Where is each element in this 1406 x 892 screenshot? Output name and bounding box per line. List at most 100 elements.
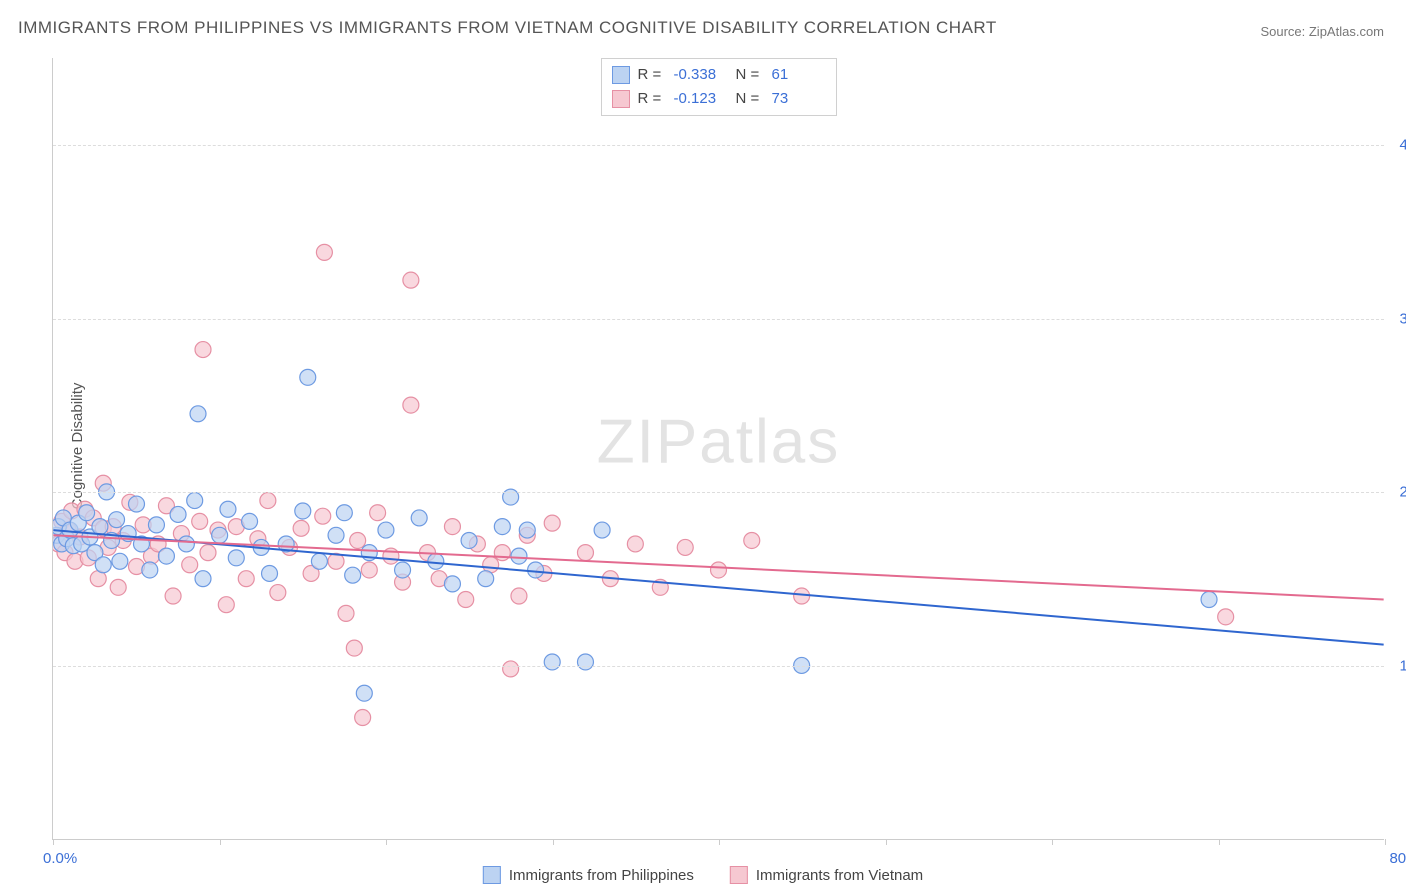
data-point	[158, 548, 174, 564]
x-tick-mark	[1052, 839, 1053, 845]
data-point	[109, 512, 125, 528]
data-point	[238, 571, 254, 587]
data-point	[293, 520, 309, 536]
data-point	[218, 597, 234, 613]
x-tick-mark	[1219, 839, 1220, 845]
series-legend-item: Immigrants from Vietnam	[730, 866, 923, 884]
data-point	[1218, 609, 1234, 625]
data-point	[345, 567, 361, 583]
data-point	[110, 579, 126, 595]
data-point	[195, 342, 211, 358]
data-point	[378, 522, 394, 538]
data-point	[627, 536, 643, 552]
data-point	[370, 505, 386, 521]
x-tick-mark	[386, 839, 387, 845]
data-point	[220, 501, 236, 517]
data-point	[544, 654, 560, 670]
data-point	[148, 517, 164, 533]
legend-swatch	[612, 90, 630, 108]
scatter-plot-svg	[53, 58, 1384, 839]
series-legend: Immigrants from Philippines Immigrants fr…	[483, 866, 923, 884]
data-point	[260, 493, 276, 509]
chart-plot-area: ZIPatlas R =-0.338N =61R =-0.123N =73 0.…	[52, 58, 1384, 840]
legend-n-label: N =	[736, 63, 764, 87]
data-point	[594, 522, 610, 538]
data-point	[311, 553, 327, 569]
x-axis-min-label: 0.0%	[43, 850, 77, 867]
correlation-legend: R = -0.338 N = 61R =-0.123N =73	[601, 58, 837, 116]
data-point	[270, 585, 286, 601]
data-point	[677, 539, 693, 555]
data-point	[212, 527, 228, 543]
y-tick-label: 20.0%	[1399, 484, 1406, 501]
data-point	[178, 536, 194, 552]
data-point	[242, 513, 258, 529]
data-point	[95, 557, 111, 573]
data-point	[195, 571, 211, 587]
data-point	[129, 496, 145, 512]
legend-n-value: 61	[772, 63, 826, 87]
legend-n-label: N =	[736, 87, 764, 111]
data-point	[228, 550, 244, 566]
data-point	[528, 562, 544, 578]
data-point	[577, 545, 593, 561]
data-point	[519, 522, 535, 538]
source-label: Source: ZipAtlas.com	[1260, 24, 1384, 39]
x-axis-max-label: 80.0%	[1389, 850, 1406, 867]
gridline	[53, 492, 1384, 493]
series-legend-label: Immigrants from Philippines	[509, 867, 694, 884]
data-point	[544, 515, 560, 531]
series-legend-item: Immigrants from Philippines	[483, 866, 694, 884]
data-point	[336, 505, 352, 521]
data-point	[79, 505, 95, 521]
legend-swatch	[483, 866, 501, 884]
gridline	[53, 319, 1384, 320]
data-point	[403, 272, 419, 288]
data-point	[444, 576, 460, 592]
data-point	[395, 562, 411, 578]
data-point	[190, 406, 206, 422]
data-point	[794, 588, 810, 604]
legend-r-value: -0.338	[674, 63, 728, 87]
legend-r-label: R =	[638, 63, 666, 87]
data-point	[1201, 592, 1217, 608]
data-point	[346, 640, 362, 656]
data-point	[577, 654, 593, 670]
data-point	[295, 503, 311, 519]
legend-r-label: R =	[638, 87, 666, 111]
data-point	[744, 532, 760, 548]
data-point	[315, 508, 331, 524]
data-point	[403, 397, 419, 413]
data-point	[165, 588, 181, 604]
y-tick-label: 30.0%	[1399, 310, 1406, 327]
data-point	[262, 565, 278, 581]
data-point	[112, 553, 128, 569]
data-point	[711, 562, 727, 578]
data-point	[200, 545, 216, 561]
data-point	[328, 527, 344, 543]
legend-row: R =-0.123N =73	[612, 87, 826, 111]
data-point	[355, 710, 371, 726]
x-tick-mark	[53, 839, 54, 845]
series-legend-label: Immigrants from Vietnam	[756, 867, 923, 884]
data-point	[192, 513, 208, 529]
data-point	[494, 519, 510, 535]
trendline	[53, 530, 1383, 645]
data-point	[356, 685, 372, 701]
data-point	[187, 493, 203, 509]
gridline	[53, 145, 1384, 146]
data-point	[444, 519, 460, 535]
data-point	[411, 510, 427, 526]
data-point	[428, 553, 444, 569]
x-tick-mark	[886, 839, 887, 845]
data-point	[511, 588, 527, 604]
data-point	[142, 562, 158, 578]
y-tick-label: 10.0%	[1399, 658, 1406, 675]
chart-title: IMMIGRANTS FROM PHILIPPINES VS IMMIGRANT…	[18, 18, 997, 38]
data-point	[92, 519, 108, 535]
data-point	[511, 548, 527, 564]
legend-swatch	[612, 66, 630, 84]
legend-swatch	[730, 866, 748, 884]
data-point	[182, 557, 198, 573]
data-point	[170, 506, 186, 522]
